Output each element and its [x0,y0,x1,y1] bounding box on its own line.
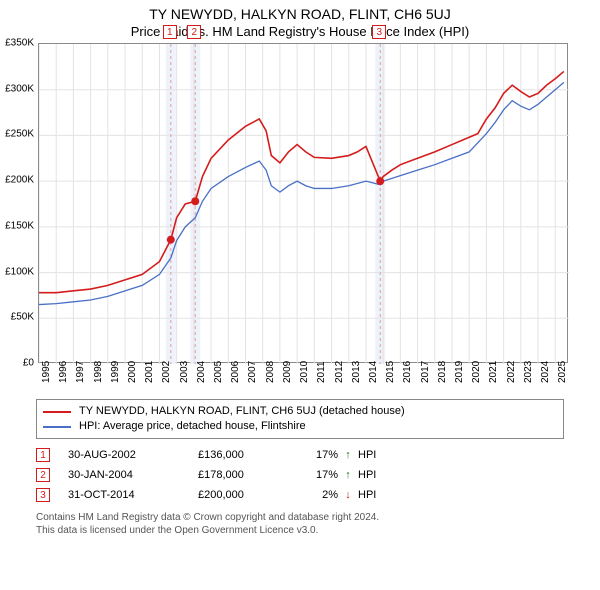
legend-swatch [43,411,71,413]
footer-text: Contains HM Land Registry data © Crown c… [36,511,564,537]
y-tick-label: £350K [5,38,34,49]
x-tick-label: 2013 [351,361,362,383]
sale-ref: HPI [358,445,388,465]
legend-swatch [43,426,71,428]
x-tick-label: 2000 [127,361,138,383]
x-tick-label: 2021 [488,361,499,383]
chart-subtitle: Price paid vs. HM Land Registry's House … [0,22,600,43]
x-tick-label: 1996 [58,361,69,383]
x-tick-label: 2006 [230,361,241,383]
sale-row: 1 30-AUG-2002£136,00017%↑HPI [36,445,564,465]
x-tick-label: 2005 [213,361,224,383]
footer-line1: Contains HM Land Registry data © Crown c… [36,511,564,524]
legend-row: HPI: Average price, detached house, Flin… [43,419,557,434]
sale-marker-box: 2 [187,25,201,39]
sale-price: £200,000 [198,485,298,505]
sale-pct: 2% [298,485,338,505]
x-tick-label: 1999 [110,361,121,383]
y-tick-label: £250K [5,129,34,140]
x-tick-label: 2024 [540,361,551,383]
legend-label: HPI: Average price, detached house, Flin… [79,419,306,434]
x-tick-label: 1998 [93,361,104,383]
y-tick-label: £300K [5,83,34,94]
sale-row-marker: 2 [36,468,50,482]
x-tick-label: 2004 [196,361,207,383]
x-tick-label: 2008 [265,361,276,383]
y-tick-label: £100K [5,266,34,277]
x-tick-label: 2023 [523,361,534,383]
x-tick-label: 2022 [506,361,517,383]
sale-date: 31-OCT-2014 [68,485,198,505]
legend-row: TY NEWYDD, HALKYN ROAD, FLINT, CH6 5UJ (… [43,404,557,419]
footer-line2: This data is licensed under the Open Gov… [36,524,564,537]
x-tick-label: 2018 [437,361,448,383]
chart-svg [39,44,569,364]
sale-arrow-icon: ↓ [338,485,358,505]
y-tick-label: £150K [5,220,34,231]
sale-date: 30-AUG-2002 [68,445,198,465]
x-tick-label: 2010 [299,361,310,383]
y-tick-label: £50K [11,312,34,323]
sale-row: 2 30-JAN-2004£178,00017%↑HPI [36,465,564,485]
sale-marker-box: 1 [163,25,177,39]
x-tick-label: 2015 [385,361,396,383]
plot-area [38,43,568,363]
x-tick-label: 2003 [179,361,190,383]
chart-title: TY NEWYDD, HALKYN ROAD, FLINT, CH6 5UJ [0,0,600,22]
legend-box: TY NEWYDD, HALKYN ROAD, FLINT, CH6 5UJ (… [36,399,564,439]
y-tick-label: £0 [23,358,34,369]
sale-row: 3 31-OCT-2014£200,0002%↓HPI [36,485,564,505]
y-axis-labels: £0£50K£100K£150K£200K£250K£300K£350K [0,43,36,393]
sale-ref: HPI [358,485,388,505]
x-tick-label: 2016 [402,361,413,383]
sale-price: £178,000 [198,465,298,485]
x-tick-label: 2019 [454,361,465,383]
sale-date: 30-JAN-2004 [68,465,198,485]
x-tick-label: 2012 [334,361,345,383]
x-tick-label: 1995 [41,361,52,383]
y-tick-label: £200K [5,175,34,186]
legend-label: TY NEWYDD, HALKYN ROAD, FLINT, CH6 5UJ (… [79,404,405,419]
sale-ref: HPI [358,465,388,485]
sales-table: 1 30-AUG-2002£136,00017%↑HPI 2 30-JAN-2004£… [36,445,564,505]
sale-marker-box: 3 [372,25,386,39]
sale-pct: 17% [298,445,338,465]
sale-arrow-icon: ↑ [338,445,358,465]
chart-area: £0£50K£100K£150K£200K£250K£300K£350K 123… [38,43,598,393]
x-tick-label: 2007 [247,361,258,383]
sale-pct: 17% [298,465,338,485]
x-tick-label: 2025 [557,361,568,383]
x-tick-label: 2001 [144,361,155,383]
sale-row-marker: 3 [36,488,50,502]
sale-row-marker: 1 [36,448,50,462]
x-tick-label: 2002 [161,361,172,383]
x-tick-label: 2020 [471,361,482,383]
x-axis-labels: 1995199619971998199920002001200220032004… [38,365,568,405]
page-root: TY NEWYDD, HALKYN ROAD, FLINT, CH6 5UJ P… [0,0,600,590]
sale-arrow-icon: ↑ [338,465,358,485]
x-tick-label: 2011 [316,361,327,383]
x-tick-label: 2009 [282,361,293,383]
x-tick-label: 2014 [368,361,379,383]
x-tick-label: 2017 [420,361,431,383]
sale-price: £136,000 [198,445,298,465]
x-tick-label: 1997 [75,361,86,383]
